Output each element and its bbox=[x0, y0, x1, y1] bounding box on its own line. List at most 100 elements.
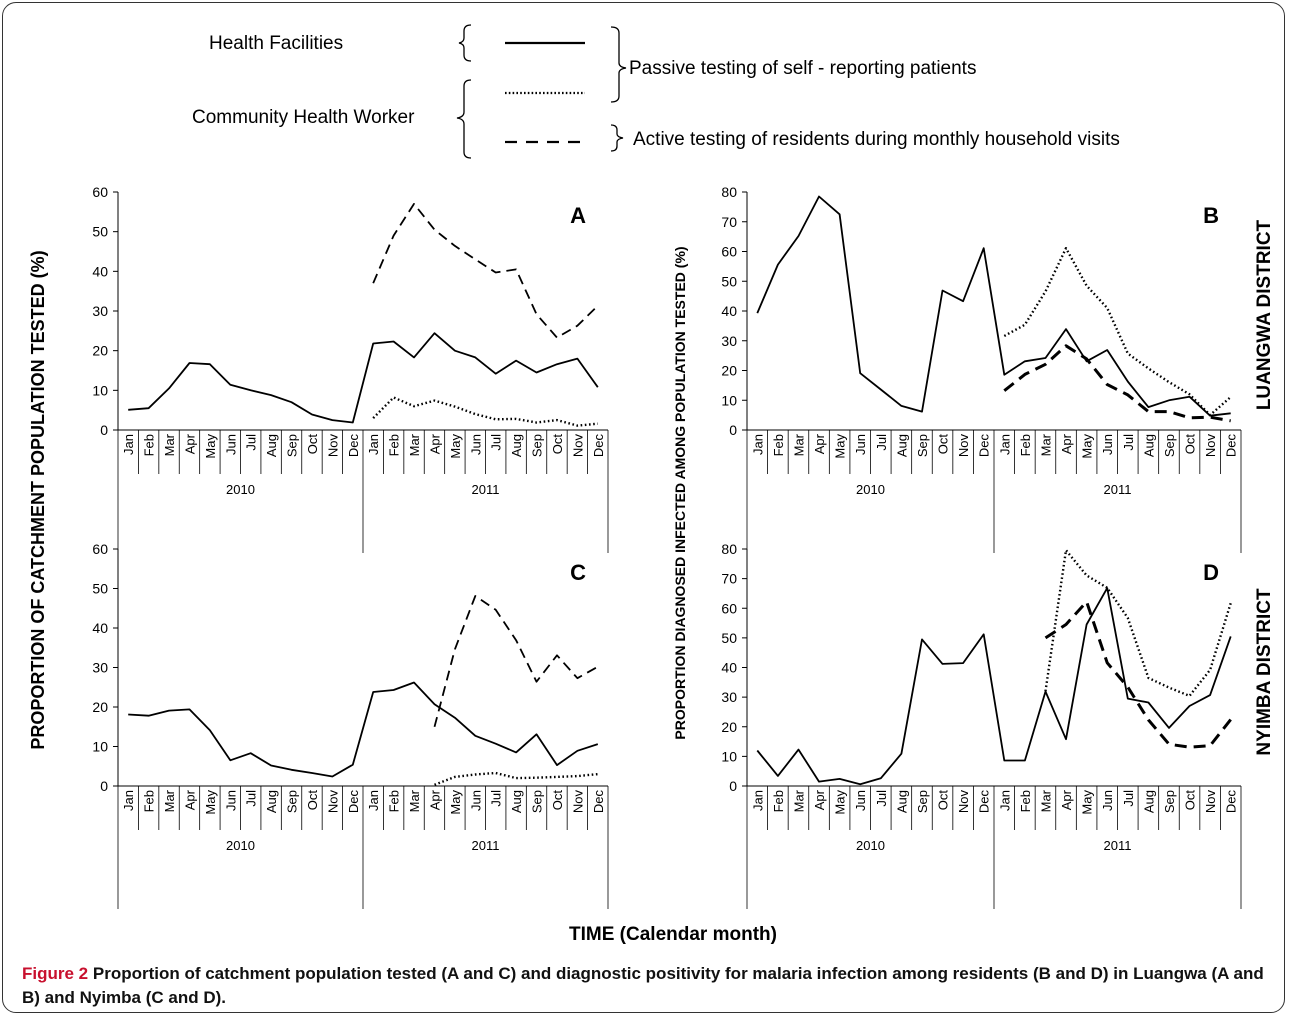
legend-brace-left-2 bbox=[456, 79, 472, 159]
x-tick-label: Jul bbox=[489, 434, 504, 451]
y-tick-label: 40 bbox=[92, 263, 108, 279]
x-tick-label: Jun bbox=[853, 790, 868, 811]
x-tick-label: Apr bbox=[812, 789, 827, 810]
x-tick-label: Feb bbox=[387, 434, 402, 456]
x-tick-label: Oct bbox=[550, 790, 565, 811]
x-tick-label: Nov bbox=[325, 790, 340, 814]
x-tick-label: Mar bbox=[162, 789, 177, 812]
y-tick-label: 10 bbox=[92, 382, 108, 398]
x-tick-label: Jun bbox=[1100, 790, 1115, 811]
x-tick-label: Oct bbox=[1183, 790, 1198, 811]
x-tick-label: Apr bbox=[182, 433, 197, 454]
x-tick-label: Jun bbox=[223, 434, 238, 455]
x-tick-label: Mar bbox=[791, 433, 806, 456]
x-year-label: 2011 bbox=[472, 838, 500, 853]
panel-B: 0 10 20 30 40 50 60 70 80 Jan Feb Mar Apr May Jun Jul Au… bbox=[721, 184, 1242, 553]
y-tick-label: 40 bbox=[721, 303, 737, 319]
x-year-label: 2010 bbox=[856, 482, 885, 497]
x-tick-label: Jul bbox=[244, 790, 259, 807]
series-line-dashed bbox=[372, 202, 599, 339]
x-tick-label: Feb bbox=[1018, 790, 1033, 812]
x-tick-label: Jun bbox=[468, 790, 483, 811]
x-tick-label: May bbox=[1080, 434, 1095, 459]
legend-passive: Passive testing of self - reporting pati… bbox=[629, 58, 976, 79]
x-tick-label: Jul bbox=[489, 790, 504, 807]
x-tick-label: Jan bbox=[750, 790, 765, 811]
y-tick-label: 50 bbox=[721, 630, 737, 646]
series-line-dashed bbox=[433, 595, 599, 728]
x-tick-label: Dec bbox=[977, 434, 992, 458]
x-tick-label: Jun bbox=[468, 434, 483, 455]
x-tick-label: Oct bbox=[1183, 434, 1198, 455]
x-tick-label: Dec bbox=[346, 434, 361, 458]
x-tick-label: Sep bbox=[915, 434, 930, 457]
x-tick-label: Aug bbox=[1141, 434, 1156, 457]
y-tick-label: 80 bbox=[721, 184, 737, 200]
x-tick-label: Nov bbox=[1203, 790, 1218, 814]
y-tick-label: 0 bbox=[100, 422, 108, 438]
x-tick-label: Apr bbox=[1059, 789, 1074, 810]
x-year-label: 2011 bbox=[472, 482, 500, 497]
x-tick-label: Apr bbox=[182, 789, 197, 810]
x-tick-label: Jul bbox=[1121, 434, 1136, 451]
figure-caption: Figure 2 Proportion of catchment populat… bbox=[22, 962, 1272, 1010]
caption-text: Proportion of catchment population teste… bbox=[22, 964, 1264, 1007]
y-tick-label: 30 bbox=[721, 689, 737, 705]
series-line-dashed-bold bbox=[1044, 600, 1232, 749]
x-tick-label: Dec bbox=[1224, 434, 1239, 458]
y-tick-label: 70 bbox=[721, 214, 737, 230]
x-tick-label: Oct bbox=[305, 790, 320, 811]
x-tick-label: Sep bbox=[530, 434, 545, 457]
panel-letter: B bbox=[1203, 203, 1219, 228]
x-tick-label: Oct bbox=[550, 434, 565, 455]
x-tick-label: Oct bbox=[936, 790, 951, 811]
x-tick-label: Aug bbox=[894, 434, 909, 457]
x-tick-label: Feb bbox=[142, 434, 157, 456]
x-tick-label: May bbox=[203, 434, 218, 459]
x-tick-label: Sep bbox=[530, 790, 545, 813]
y-tick-label: 0 bbox=[729, 422, 737, 438]
panel-letter: C bbox=[570, 560, 586, 585]
luangwa-district-label: LUANGWA DISTRICT bbox=[1254, 219, 1275, 410]
legend-health-facilities: Health Facilities bbox=[209, 33, 343, 54]
y-tick-label: 60 bbox=[721, 244, 737, 260]
y-tick-label: 40 bbox=[721, 660, 737, 676]
y-tick-label: 80 bbox=[721, 541, 737, 557]
caption-label: Figure 2 bbox=[22, 964, 89, 983]
x-year-label: 2010 bbox=[226, 482, 255, 497]
legend-brace-left-1 bbox=[458, 24, 472, 62]
x-tick-label: Apr bbox=[427, 433, 442, 454]
x-tick-label: Oct bbox=[305, 434, 320, 455]
y-tick-label: 50 bbox=[92, 581, 108, 597]
x-tick-label: Nov bbox=[570, 434, 585, 458]
series-line-solid bbox=[128, 332, 599, 424]
x-tick-label: Feb bbox=[1018, 434, 1033, 456]
x-tick-label: Feb bbox=[771, 790, 786, 812]
x-tick-label: Dec bbox=[977, 790, 992, 814]
x-tick-label: May bbox=[203, 790, 218, 815]
panel-C: 0 10 20 30 40 50 60 Jan Feb Mar Apr May Jun Jul Aug Sep… bbox=[92, 541, 609, 909]
right-y-axis-label: PROPORTION DIAGNOSED INFECTED AMONG POPU… bbox=[672, 246, 688, 739]
legend: Health Facilities Community Health Worke… bbox=[192, 24, 1120, 159]
y-tick-label: 30 bbox=[721, 333, 737, 349]
y-tick-label: 30 bbox=[92, 660, 108, 676]
y-tick-label: 10 bbox=[721, 748, 737, 764]
x-tick-label: Jan bbox=[997, 790, 1012, 811]
panel-A: 0 10 20 30 40 50 60 Jan Feb Mar Apr May Jun Jul Aug Sep… bbox=[92, 184, 609, 553]
x-tick-label: Feb bbox=[142, 790, 157, 812]
x-tick-label: Nov bbox=[956, 434, 971, 458]
x-tick-label: Sep bbox=[285, 434, 300, 457]
panel-D: 0 10 20 30 40 50 60 70 80 Jan Feb Mar Apr May Jun Jul Au… bbox=[721, 541, 1242, 909]
x-tick-label: Sep bbox=[1162, 790, 1177, 813]
x-tick-label: Jan bbox=[121, 790, 136, 811]
x-year-label: 2010 bbox=[856, 838, 885, 853]
x-tick-label: Jun bbox=[223, 790, 238, 811]
panel-letter: D bbox=[1203, 560, 1219, 585]
x-tick-label: Dec bbox=[591, 434, 606, 458]
legend-active: Active testing of residents during month… bbox=[633, 129, 1120, 150]
x-tick-label: Aug bbox=[1141, 790, 1156, 813]
x-tick-label: Sep bbox=[915, 790, 930, 813]
series-line-dotted bbox=[434, 771, 598, 786]
x-tick-label: May bbox=[1080, 790, 1095, 815]
